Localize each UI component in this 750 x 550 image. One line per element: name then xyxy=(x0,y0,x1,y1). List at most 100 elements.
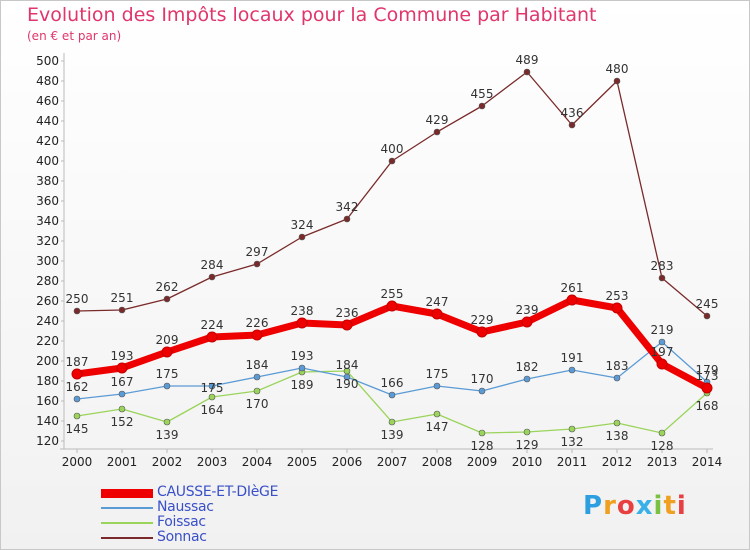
data-point xyxy=(613,419,621,427)
data-point xyxy=(523,375,531,383)
data-point xyxy=(116,362,128,374)
data-point xyxy=(253,387,261,395)
x-tick-label: 2011 xyxy=(557,455,588,469)
logo-letter: i xyxy=(653,491,664,521)
data-label: 170 xyxy=(246,397,269,411)
data-label: 139 xyxy=(381,428,404,442)
data-label: 168 xyxy=(696,399,719,413)
legend-swatch xyxy=(101,522,153,524)
y-tick-label: 180 xyxy=(36,374,59,388)
data-label: 255 xyxy=(381,287,404,301)
legend-label: CAUSSE-ET-DIèGE xyxy=(157,484,279,500)
data-label: 191 xyxy=(561,351,584,365)
data-point xyxy=(568,366,576,374)
y-tick-label: 340 xyxy=(36,214,59,228)
data-label: 152 xyxy=(111,415,134,429)
data-label: 324 xyxy=(291,218,314,232)
y-tick-label: 120 xyxy=(36,434,59,448)
y-tick-label: 360 xyxy=(36,194,59,208)
legend-label: Naussac xyxy=(157,499,214,515)
y-tick-label: 400 xyxy=(36,154,59,168)
data-label: 175 xyxy=(201,381,224,395)
y-tick-label: 200 xyxy=(36,354,59,368)
y-tick-label: 260 xyxy=(36,294,59,308)
y-tick-label: 420 xyxy=(36,134,59,148)
data-point xyxy=(73,395,81,403)
data-label: 455 xyxy=(471,87,494,101)
logo-letter: t xyxy=(663,491,677,521)
data-point xyxy=(253,260,261,268)
data-point xyxy=(656,358,668,370)
data-label: 170 xyxy=(471,372,494,386)
y-tick-label: 320 xyxy=(36,234,59,248)
data-label: 251 xyxy=(111,291,134,305)
data-point xyxy=(343,215,351,223)
legend-label: Sonnac xyxy=(157,529,207,545)
x-tick-label: 2002 xyxy=(152,455,183,469)
data-label: 139 xyxy=(156,428,179,442)
data-label: 342 xyxy=(336,200,359,214)
data-point xyxy=(431,308,443,320)
data-point xyxy=(523,68,531,76)
data-label: 179 xyxy=(696,363,719,377)
data-point xyxy=(613,77,621,85)
data-label: 138 xyxy=(606,429,629,443)
legend-swatch xyxy=(101,537,153,539)
data-label: 224 xyxy=(201,318,224,332)
data-point xyxy=(476,326,488,338)
data-point xyxy=(251,329,263,341)
data-point xyxy=(521,316,533,328)
data-label: 480 xyxy=(606,62,629,76)
x-tick-label: 2000 xyxy=(62,455,93,469)
data-point xyxy=(703,312,711,320)
chart-title: Evolution des Impôts locaux pour la Comm… xyxy=(27,4,597,26)
data-point xyxy=(433,382,441,390)
data-point xyxy=(388,418,396,426)
y-tick-label: 280 xyxy=(36,274,59,288)
data-label: 128 xyxy=(471,439,494,453)
data-label: 187 xyxy=(66,355,89,369)
proxiti-logo: Proxiti xyxy=(583,491,687,521)
data-label: 209 xyxy=(156,333,179,347)
data-point xyxy=(163,418,171,426)
data-point xyxy=(523,428,531,436)
data-label: 239 xyxy=(516,303,539,317)
data-point xyxy=(163,295,171,303)
logo-letter: r xyxy=(603,491,617,521)
data-point xyxy=(478,429,486,437)
logo-letter: P xyxy=(583,491,604,521)
data-label: 284 xyxy=(201,258,224,272)
x-tick-label: 2006 xyxy=(332,455,363,469)
y-tick-label: 160 xyxy=(36,394,59,408)
x-tick-label: 2012 xyxy=(602,455,633,469)
data-label: 128 xyxy=(651,439,674,453)
data-label: 236 xyxy=(336,306,359,320)
data-label: 400 xyxy=(381,142,404,156)
data-point xyxy=(296,317,308,329)
data-label: 145 xyxy=(66,422,89,436)
data-point xyxy=(433,128,441,136)
data-point xyxy=(206,331,218,343)
legend-swatch xyxy=(101,507,153,509)
data-label: 197 xyxy=(651,345,674,359)
x-tick-label: 2009 xyxy=(467,455,498,469)
data-label: 129 xyxy=(516,438,539,452)
data-label: 189 xyxy=(291,378,314,392)
data-point xyxy=(343,373,351,381)
data-label: 297 xyxy=(246,245,269,259)
data-label: 489 xyxy=(516,53,539,67)
data-point xyxy=(298,233,306,241)
data-point xyxy=(388,157,396,165)
data-label: 226 xyxy=(246,316,269,330)
data-label: 167 xyxy=(111,375,134,389)
data-label: 183 xyxy=(606,359,629,373)
y-tick-label: 460 xyxy=(36,94,59,108)
data-label: 175 xyxy=(156,367,179,381)
data-label: 238 xyxy=(291,304,314,318)
data-label: 193 xyxy=(291,349,314,363)
data-label: 261 xyxy=(561,281,584,295)
data-point xyxy=(298,364,306,372)
data-point xyxy=(658,274,666,282)
y-tick-label: 220 xyxy=(36,334,59,348)
